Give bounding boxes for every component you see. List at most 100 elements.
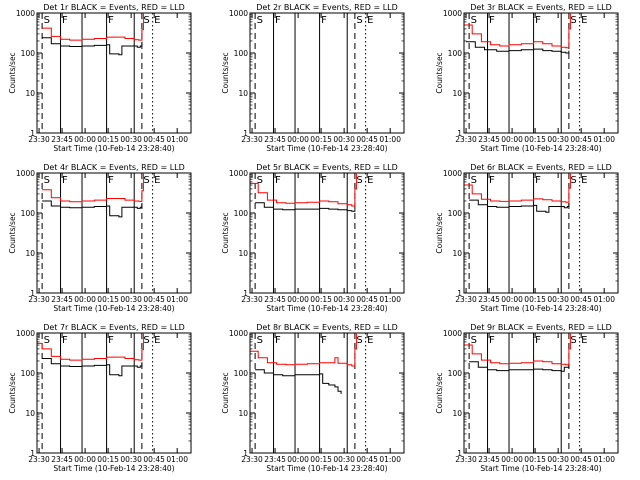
y-axis-label: Counts/sec: [8, 212, 17, 253]
event-marker-label: S: [471, 335, 477, 346]
plot-frame: [463, 172, 619, 294]
plot-frame: [249, 172, 405, 294]
event-marker-label: F: [489, 175, 495, 186]
events-series-line: [466, 41, 570, 54]
y-axis-label: Counts/sec: [8, 372, 17, 413]
x-tick-label: 00:15: [97, 455, 119, 464]
x-tick-label: 00:00: [501, 135, 523, 144]
y-axis-label: Counts/sec: [8, 52, 17, 93]
event-marker-label: E: [367, 335, 373, 346]
y-tick-label: 10: [25, 89, 35, 98]
x-tick-label: 23:30: [28, 295, 50, 304]
y-tick-label: 1000: [443, 329, 462, 338]
event-marker-label: F: [275, 175, 281, 186]
event-marker-label: S: [44, 175, 50, 186]
event-marker-label: E: [154, 15, 160, 26]
y-tick-label: 10: [238, 89, 248, 98]
y-tick-label: 1000: [229, 329, 248, 338]
x-axis-label: Start Time (10-Feb-14 23:28:40): [53, 304, 174, 313]
chart-title: Det 9r BLACK = Events, RED = LLD: [470, 323, 612, 332]
event-marker-label: S: [257, 335, 263, 346]
lld-series-line: [464, 333, 571, 366]
chart-panel: Det 8r BLACK = Events, RED = LLD 1 10 100 10…: [221, 323, 405, 473]
x-tick-label: 00:30: [120, 455, 142, 464]
x-tick-label: 00:30: [333, 135, 355, 144]
x-tick-label: 01:00: [593, 135, 615, 144]
x-tick-label: 23:45: [264, 295, 286, 304]
event-marker-label: F: [62, 335, 68, 346]
y-tick-label: 10: [238, 249, 248, 258]
x-tick-label: 23:30: [28, 455, 50, 464]
y-tick-label: 1: [243, 449, 248, 458]
x-tick-label: 00:45: [570, 455, 592, 464]
x-tick-label: 01:00: [166, 295, 188, 304]
y-tick-label: 10: [452, 409, 462, 418]
event-marker-label: F: [62, 15, 68, 26]
lld-series-line: [42, 13, 144, 41]
y-tick-label: 1: [30, 129, 35, 138]
chart-title: Det 8r BLACK = Events, RED = LLD: [256, 323, 398, 332]
x-tick-label: 00:45: [143, 295, 165, 304]
event-marker-label: S: [356, 15, 362, 26]
event-marker-label: F: [275, 335, 281, 346]
event-marker-label: S: [143, 335, 149, 346]
x-tick-label: 00:00: [74, 135, 96, 144]
x-tick-label: 00:15: [310, 135, 332, 144]
chart-panel: Det 4r BLACK = Events, RED = LLD 1 10 100 10…: [8, 163, 192, 313]
x-tick-label: 00:45: [143, 455, 165, 464]
x-axis-label: Start Time (10-Feb-14 23:28:40): [53, 144, 174, 153]
x-tick-label: 23:30: [455, 455, 477, 464]
x-axis-label: Start Time (10-Feb-14 23:28:40): [266, 144, 387, 153]
y-tick-label: 100: [21, 49, 36, 58]
events-series-line: [255, 369, 342, 394]
plot-frame: [463, 12, 619, 134]
chart-panel: Det 1r BLACK = Events, RED = LLD 1 10 100 10…: [8, 3, 192, 153]
event-marker-label: F: [275, 15, 281, 26]
events-series-line: [469, 361, 570, 372]
chart-title: Det 4r BLACK = Events, RED = LLD: [43, 163, 185, 172]
x-tick-label: 00:00: [74, 455, 96, 464]
y-tick-label: 10: [452, 249, 462, 258]
event-marker-label: S: [471, 175, 477, 186]
y-tick-label: 10: [25, 249, 35, 258]
x-tick-label: 23:30: [241, 135, 263, 144]
lld-series-line: [42, 173, 144, 203]
chart-panel: Det 3r BLACK = Events, RED = LLD 1 10 100 10…: [435, 3, 619, 153]
y-tick-label: 100: [21, 369, 36, 378]
x-tick-label: 00:00: [74, 295, 96, 304]
events-series-line: [469, 199, 570, 213]
event-marker-label: F: [108, 15, 114, 26]
y-tick-label: 1000: [16, 9, 35, 18]
lld-series-line: [464, 13, 571, 49]
y-tick-label: 1: [457, 289, 462, 298]
x-tick-label: 23:45: [51, 295, 73, 304]
x-tick-label: 00:45: [356, 455, 378, 464]
y-tick-label: 10: [452, 89, 462, 98]
x-tick-label: 00:30: [547, 135, 569, 144]
x-tick-label: 00:30: [120, 135, 142, 144]
y-tick-label: 10: [25, 409, 35, 418]
x-tick-label: 00:00: [287, 295, 309, 304]
chart-title: Det 2r BLACK = Events, RED = LLD: [256, 3, 398, 12]
chart-title: Det 7r BLACK = Events, RED = LLD: [43, 323, 185, 332]
event-marker-label: F: [108, 175, 114, 186]
x-tick-label: 23:45: [478, 295, 500, 304]
events-series-line: [42, 200, 143, 218]
y-tick-label: 1000: [443, 9, 462, 18]
x-tick-label: 23:45: [264, 455, 286, 464]
event-marker-label: F: [535, 335, 541, 346]
x-tick-label: 23:30: [241, 455, 263, 464]
y-axis-label: Counts/sec: [221, 52, 230, 93]
y-tick-label: 1: [243, 289, 248, 298]
y-tick-label: 1000: [443, 169, 462, 178]
x-tick-label: 00:45: [570, 135, 592, 144]
event-marker-label: S: [471, 15, 477, 26]
x-axis-label: Start Time (10-Feb-14 23:28:40): [480, 464, 601, 473]
x-axis-label: Start Time (10-Feb-14 23:28:40): [266, 304, 387, 313]
x-tick-label: 00:15: [97, 295, 119, 304]
event-marker-label: E: [581, 335, 587, 346]
plot-frame: [36, 172, 192, 294]
x-tick-label: 00:15: [97, 135, 119, 144]
events-series-line: [42, 358, 143, 377]
